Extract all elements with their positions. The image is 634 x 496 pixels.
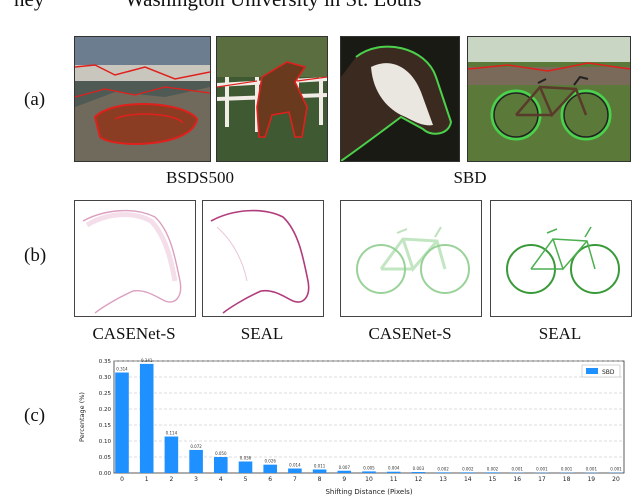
photo-bsds-boat [74, 36, 211, 162]
y-tick-label: 0.30 [99, 375, 112, 381]
x-tick-label: 7 [293, 476, 297, 483]
x-tick-label: 4 [219, 476, 223, 483]
x-tick-label: 17 [538, 476, 546, 483]
row-label-b: (b) [24, 245, 47, 266]
bar-8 [312, 469, 327, 473]
y-tick-label: 0.20 [99, 407, 112, 413]
bar-series: 0.314 0.341 0.114 0.072 0.050 0.036 0.026 0.014… [115, 358, 623, 473]
chart-legend: SBD [581, 364, 621, 378]
y-tick-label: 0.05 [99, 455, 112, 461]
bar-7 [288, 468, 302, 473]
y-tick-label: 0.25 [99, 391, 112, 397]
x-tick-label: 1 [145, 476, 149, 483]
bar-value-label: 0.004 [388, 466, 400, 471]
legend-label-sbd: SBD [602, 369, 615, 376]
header-text-left: ney [14, 0, 44, 12]
caption-sbd: SBD [453, 168, 487, 187]
bar-value-label: 0.341 [141, 358, 153, 363]
bar-value-label: 0.001 [561, 467, 573, 472]
x-tick-label: 12 [415, 476, 423, 483]
x-tick-label: 20 [612, 476, 620, 483]
bar-value-label: 0.114 [166, 431, 178, 436]
x-tick-label: 5 [244, 476, 248, 483]
bar-value-label: 0.007 [339, 465, 351, 470]
x-tick-label: 0 [120, 476, 124, 483]
x-tick-label: 2 [169, 476, 173, 483]
bar-9 [337, 470, 352, 473]
bar-value-label: 0.036 [240, 455, 252, 460]
photo-bsds-horse [216, 36, 328, 162]
bar-15 [485, 472, 500, 473]
bar-value-label: 0.002 [462, 466, 474, 471]
caption-bsds500: BSDS500 [165, 168, 235, 187]
y-axis-label: Percentage (%) [78, 392, 86, 442]
x-tick-label: 19 [587, 476, 595, 483]
bar-value-label: 0.002 [437, 466, 449, 471]
bar-value-label: 0.314 [116, 367, 128, 372]
y-tick-label: 0.15 [99, 423, 112, 429]
bar-value-label: 0.003 [413, 466, 425, 471]
bar-11 [386, 471, 401, 473]
edgemap-casenet-bicycle [340, 200, 482, 317]
x-tick-label: 6 [268, 476, 272, 483]
shift-distance-bar-chart: 0.000.050.100.150.200.250.300.35 0.3140.… [78, 358, 625, 496]
legend-swatch [586, 368, 598, 374]
photo-sbd-horse [340, 36, 460, 162]
x-tick-label: 13 [439, 476, 447, 483]
bar-value-label: 0.001 [536, 467, 548, 472]
bar-value-label: 0.002 [487, 466, 499, 471]
x-tick-label: 3 [194, 476, 198, 483]
x-axis-label: Shifting Distance (Pixels) [325, 488, 412, 496]
x-tick-label: 10 [365, 476, 373, 483]
bar-3 [189, 449, 203, 473]
caption-casenet-s-2: CASENet-S [368, 324, 452, 343]
bar-value-label: 0.050 [215, 451, 227, 456]
bar-10 [362, 471, 376, 473]
edgemap-seal-bicycle [490, 200, 632, 317]
row-label-c: (c) [24, 405, 46, 426]
bar-14 [461, 472, 475, 473]
x-tick-label: 8 [318, 476, 322, 483]
bar-value-label: 0.026 [264, 459, 276, 464]
header-affiliation-cut: ney Washington University in St. Louis [0, 0, 634, 13]
x-tick-label: 16 [513, 476, 521, 483]
x-tick-label: 14 [464, 476, 472, 483]
x-tick-label: 15 [489, 476, 497, 483]
bar-value-label: 0.014 [289, 463, 301, 468]
caption-seal-2: SEAL [538, 324, 582, 343]
y-tick-label: 0.10 [99, 439, 112, 445]
bar-0 [115, 372, 129, 473]
bar-5 [238, 461, 253, 473]
x-tick-label: 9 [342, 476, 346, 483]
x-tick-labels: 0 1 2 3 4 5 6 7 8 9 10 11 12 13 14 15 16 17 18 19 20 [120, 476, 620, 483]
edgemap-seal-horse [202, 200, 324, 317]
bar-13 [436, 472, 450, 473]
photo-sbd-bicycle [467, 36, 631, 162]
bar-6 [263, 464, 277, 473]
bar-2 [164, 436, 179, 473]
bar-value-label: 0.072 [190, 444, 202, 449]
caption-casenet-s-1: CASENet-S [92, 324, 176, 343]
bar-value-label: 0.005 [363, 465, 375, 470]
edgemap-casenet-horse [74, 200, 196, 317]
y-tick-label: 0.35 [99, 359, 112, 365]
header-text-right: Washington University in St. Louis [125, 0, 421, 12]
bar-1 [139, 363, 154, 473]
bar-12 [411, 472, 426, 473]
bar-value-label: 0.011 [314, 463, 326, 468]
y-tick-label: 0.00 [99, 471, 112, 477]
bar-value-label: 0.001 [586, 467, 598, 472]
grid-lines [114, 360, 624, 458]
x-tick-label: 11 [390, 476, 398, 483]
y-tick-labels: 0.00 0.05 0.10 0.15 0.20 0.25 0.30 0.35 [99, 359, 112, 477]
x-tick-label: 18 [563, 476, 571, 483]
bar-4 [214, 457, 228, 473]
bar-value-label: 0.001 [610, 467, 622, 472]
caption-seal-1: SEAL [240, 324, 284, 343]
bar-value-label: 0.001 [511, 467, 523, 472]
row-label-a: (a) [24, 89, 46, 110]
